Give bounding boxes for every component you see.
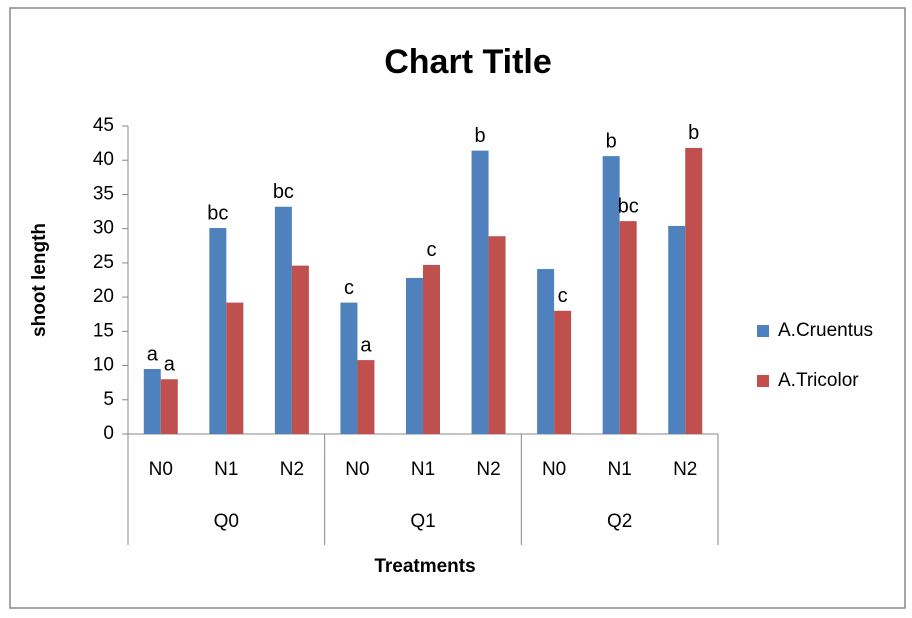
- bar: [423, 264, 440, 434]
- y-tick-label: 25: [93, 252, 114, 273]
- y-tick-label: 45: [93, 115, 114, 136]
- legend-swatch: [757, 325, 769, 337]
- bar: [226, 302, 244, 434]
- annotation: b: [474, 125, 485, 147]
- annotation: bc: [207, 202, 228, 224]
- x-tick-label: N2: [476, 459, 500, 480]
- annotation: c: [427, 239, 437, 261]
- bar: [160, 379, 178, 434]
- annotation: a: [147, 343, 159, 365]
- y-tick-label: 20: [93, 286, 114, 307]
- group-label: Q2: [607, 511, 632, 532]
- bar: [602, 156, 620, 435]
- bar: [357, 360, 375, 434]
- chart-title: Chart Title: [384, 43, 552, 81]
- annotation: bc: [618, 195, 639, 217]
- annotation: a: [360, 334, 372, 356]
- bar: [406, 277, 423, 434]
- y-tick-label: 0: [103, 423, 114, 444]
- chart-border: [9, 7, 906, 609]
- bar: [488, 236, 506, 434]
- annotation: b: [606, 130, 617, 152]
- y-tick-label: 30: [93, 218, 114, 239]
- x-tick-label: N2: [673, 459, 697, 480]
- bar: [668, 225, 686, 434]
- legend-swatch: [757, 375, 769, 387]
- y-tick-label: 40: [93, 149, 114, 170]
- x-tick-label: N1: [411, 459, 435, 480]
- legend-label: A.Cruentus: [778, 320, 873, 341]
- x-tick-label: N0: [345, 459, 369, 480]
- y-tick-label: 35: [93, 183, 114, 204]
- group-label: Q1: [410, 511, 435, 532]
- x-tick-label: N2: [280, 459, 304, 480]
- x-tick-label: N0: [542, 459, 566, 480]
- bar: [291, 265, 309, 434]
- bar: [471, 150, 489, 434]
- y-tick-label: 5: [103, 389, 114, 410]
- y-tick-label: 10: [93, 355, 114, 376]
- bar: [685, 147, 703, 434]
- annotation: a: [164, 354, 176, 376]
- bar: [209, 227, 227, 434]
- y-tick-label: 15: [93, 320, 114, 341]
- x-axis-label: Treatments: [374, 556, 475, 577]
- y-axis-label: shoot length: [29, 223, 50, 337]
- bar: [537, 269, 555, 434]
- annotation: bc: [273, 181, 294, 203]
- x-tick-label: N1: [608, 459, 632, 480]
- annotation: c: [344, 277, 354, 299]
- x-tick-label: N1: [214, 459, 238, 480]
- legend-label: A.Tricolor: [778, 370, 859, 391]
- bar: [143, 368, 161, 434]
- bar: [340, 302, 358, 434]
- x-tick-label: N0: [149, 459, 173, 480]
- bar: [619, 221, 637, 434]
- annotation: b: [688, 122, 699, 144]
- group-label: Q0: [214, 511, 239, 532]
- bar: [274, 206, 292, 434]
- annotation: c: [558, 285, 568, 307]
- bar: [554, 310, 572, 434]
